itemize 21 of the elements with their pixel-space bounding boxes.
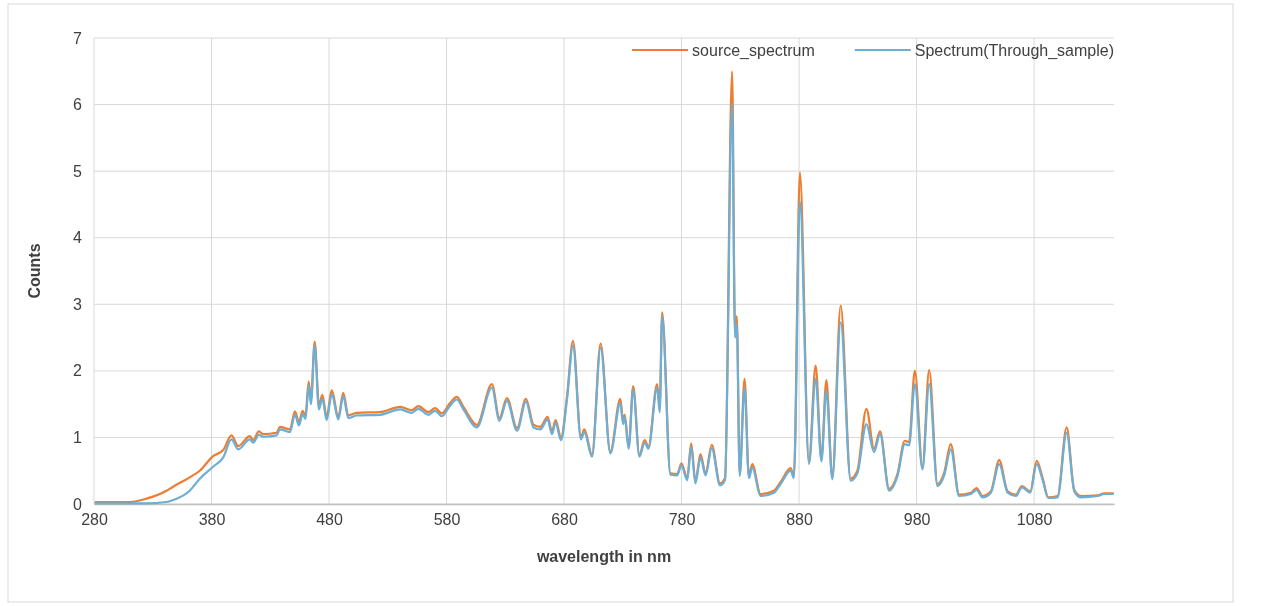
x-tick-label: 480	[316, 511, 343, 529]
y-axis-title: Counts	[26, 243, 43, 299]
x-axis-title: wavelength in nm	[535, 548, 672, 565]
x-tick-label: 780	[668, 511, 696, 529]
y-tick-label: 5	[73, 162, 83, 180]
y-tick-label: 0	[73, 495, 83, 513]
x-tick-label: 280	[81, 511, 108, 529]
y-tick-label: 4	[73, 229, 83, 247]
legend-label: Spectrum(Through_sample)	[914, 42, 1114, 60]
y-tick-label: 7	[73, 29, 83, 47]
x-tick-label: 1080	[1016, 511, 1053, 529]
x-tick-label: 680	[551, 511, 578, 529]
y-tick-label: 1	[73, 429, 83, 447]
y-tick-label: 3	[73, 295, 83, 313]
x-tick-label: 980	[903, 511, 931, 529]
y-tick-label: 6	[73, 96, 83, 114]
legend-label: source_spectrum	[692, 42, 815, 60]
x-tick-label: 880	[786, 511, 814, 529]
x-tick-label: 580	[433, 511, 461, 529]
x-tick-label: 380	[198, 511, 226, 529]
y-tick-label: 2	[73, 362, 83, 380]
